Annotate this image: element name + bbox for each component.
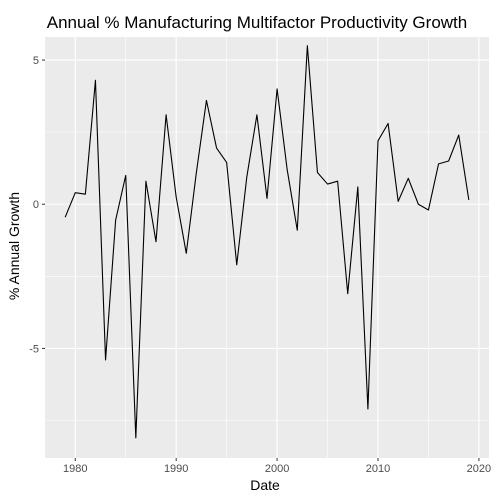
data-point: [115, 220, 116, 221]
data-point: [155, 241, 156, 242]
y-axis-ticks: -5 0 5: [29, 55, 45, 355]
data-point: [287, 169, 288, 170]
grid-minor: [45, 37, 489, 458]
data-point: [398, 201, 399, 202]
data-point: [418, 204, 419, 205]
data-point: [176, 196, 177, 197]
data-point: [246, 176, 247, 177]
data-point: [438, 163, 439, 164]
y-tick-label: 0: [33, 199, 39, 211]
data-point: [105, 359, 106, 360]
data-point: [206, 100, 207, 101]
data-point: [347, 293, 348, 294]
data-point: [317, 172, 318, 173]
x-axis-ticks: 1980 1990 2000 2010 2020: [63, 458, 491, 475]
x-tick-label: 1990: [164, 463, 188, 475]
series-line: [64, 45, 470, 439]
data-point: [276, 88, 277, 89]
data-point: [256, 114, 257, 115]
data-point: [135, 437, 136, 438]
data-point: [377, 140, 378, 141]
data-point: [337, 181, 338, 182]
data-point: [468, 199, 469, 200]
data-point: [387, 123, 388, 124]
data-point: [236, 264, 237, 265]
x-tick-label: 2020: [467, 463, 491, 475]
data-point: [408, 178, 409, 179]
x-tick-label: 1980: [63, 463, 87, 475]
y-axis-title: % Annual Growth: [6, 192, 22, 300]
y-tick-label: -5: [29, 343, 39, 355]
data-point: [75, 192, 76, 193]
data-point: [165, 114, 166, 115]
x-tick-label: 2000: [265, 463, 289, 475]
plot-panel: [45, 37, 489, 458]
data-point: [448, 160, 449, 161]
x-tick-label: 2010: [366, 463, 390, 475]
y-tick-label: 5: [33, 55, 39, 67]
data-point: [95, 80, 96, 81]
data-point: [428, 209, 429, 210]
data-point: [357, 186, 358, 187]
data-point: [186, 253, 187, 254]
data-point: [458, 134, 459, 135]
data-point: [226, 162, 227, 163]
data-point: [196, 172, 197, 173]
data-point: [65, 217, 66, 218]
data-point: [327, 183, 328, 184]
data-point: [266, 198, 267, 199]
data-point: [216, 147, 217, 148]
chart-title: Annual % Manufacturing Multifactor Produ…: [47, 13, 467, 32]
data-point: [307, 45, 308, 46]
data-point: [85, 194, 86, 195]
data-point: [367, 408, 368, 409]
data-point: [125, 175, 126, 176]
data-point: [297, 230, 298, 231]
data-point: [145, 181, 146, 182]
x-axis-title: Date: [250, 477, 280, 493]
